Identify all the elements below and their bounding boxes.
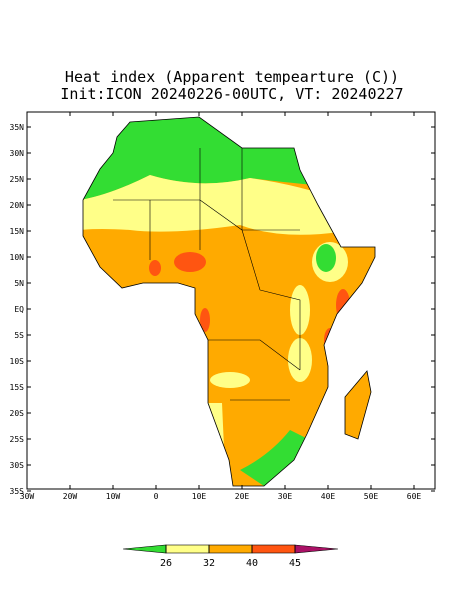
lon-tick-label: 20E	[235, 492, 250, 501]
lat-tick-label: 10N	[10, 253, 25, 262]
lon-tick-label: 10W	[106, 492, 121, 501]
colorbar-segment	[208, 544, 253, 554]
map-frame	[26, 111, 436, 490]
lat-tick-label: 25S	[10, 435, 25, 444]
heat-field	[83, 117, 375, 486]
colorbar-segment	[122, 544, 167, 554]
lon-tick-label: 30E	[278, 492, 293, 501]
lat-tick-label: 15S	[10, 383, 25, 392]
lon-tick-label: 60E	[407, 492, 422, 501]
lat-tick-label: 15N	[10, 227, 25, 236]
lon-tick-label: 10E	[192, 492, 207, 501]
lat-tick-label: 30N	[10, 149, 25, 158]
lat-tick-label: 30S	[10, 461, 25, 470]
colorbar-segment	[165, 544, 210, 554]
lon-tick-label: 30W	[20, 492, 35, 501]
colorbar-label: 45	[289, 558, 301, 569]
colorbar-label: 26	[160, 558, 172, 569]
lon-tick-label: 0	[154, 492, 159, 501]
map-subtitle: Init:ICON 20240226-00UTC, VT: 20240227	[60, 85, 403, 103]
colorbar-label: 32	[203, 558, 215, 569]
lon-tick-label: 40E	[321, 492, 336, 501]
lon-tick-label: 50E	[364, 492, 379, 501]
lat-tick-label: 25N	[10, 175, 25, 184]
colorbar-label: 40	[246, 558, 258, 569]
lat-tick-label: 20N	[10, 201, 25, 210]
lat-tick-label: 35S	[10, 487, 25, 496]
lat-tick-label: 10S	[10, 357, 25, 366]
colorbar-segment	[294, 544, 339, 554]
lat-tick-label: 35N	[10, 123, 25, 132]
lat-tick-label: EQ	[14, 305, 24, 314]
lat-tick-label: 20S	[10, 409, 25, 418]
lon-tick-label: 20W	[63, 492, 78, 501]
lat-tick-label: 5S	[14, 331, 24, 340]
coastline	[82, 116, 376, 487]
colorbar: 26 32 40 45	[122, 544, 339, 569]
colorbar-segment	[251, 544, 296, 554]
map-title: Heat index (Apparent tempearture (C))	[65, 68, 399, 86]
lat-tick-label: 5N	[14, 279, 24, 288]
